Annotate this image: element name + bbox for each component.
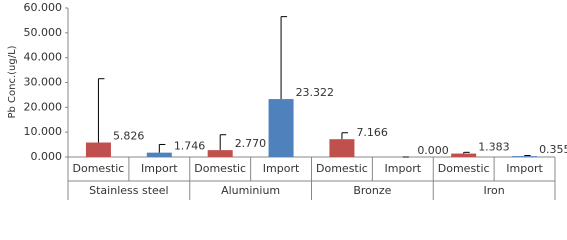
y-tick-label: 50.000 — [24, 26, 63, 39]
y-tick-label: 20.000 — [24, 100, 63, 113]
x-tick-label: Import — [385, 162, 422, 175]
bar — [329, 139, 355, 157]
group-label: Aluminium — [221, 184, 280, 197]
bar — [268, 99, 294, 157]
value-label: 5.826 — [113, 130, 145, 143]
value-label: 0.000 — [417, 144, 449, 157]
bar — [451, 153, 477, 157]
value-label: 23.322 — [296, 86, 335, 99]
x-tick-label: Domestic — [194, 162, 246, 175]
bar — [512, 156, 538, 157]
y-tick-label: 0.000 — [31, 150, 63, 163]
x-tick-label: Domestic — [73, 162, 125, 175]
chart: Pb Conc.(ug/L) 0.000 10.000 20.000 30.000 40… — [7, 1, 567, 200]
bar — [207, 150, 233, 157]
x-tick-label: Import — [263, 162, 300, 175]
value-label: 1.746 — [174, 140, 206, 153]
bar — [146, 152, 172, 157]
value-label: 1.383 — [478, 141, 510, 154]
y-tick-label: 30.000 — [24, 76, 63, 89]
value-label: 2.770 — [235, 137, 267, 150]
x-tick-label: Domestic — [438, 162, 490, 175]
x-tick-label: Domestic — [316, 162, 368, 175]
value-label: 7.166 — [356, 126, 388, 139]
value-label: 0.355 — [539, 143, 567, 156]
bar — [85, 142, 111, 157]
x-tick-label: Import — [141, 162, 178, 175]
group-label: Iron — [484, 184, 505, 197]
y-tick-label: 10.000 — [24, 125, 63, 138]
x-tick-label: Import — [506, 162, 543, 175]
y-axis-title: Pb Conc.(ug/L) — [7, 45, 18, 118]
y-tick-label: 40.000 — [24, 51, 63, 64]
group-label: Stainless steel — [89, 184, 168, 197]
y-tick-label: 60.000 — [24, 1, 63, 14]
group-label: Bronze — [353, 184, 391, 197]
